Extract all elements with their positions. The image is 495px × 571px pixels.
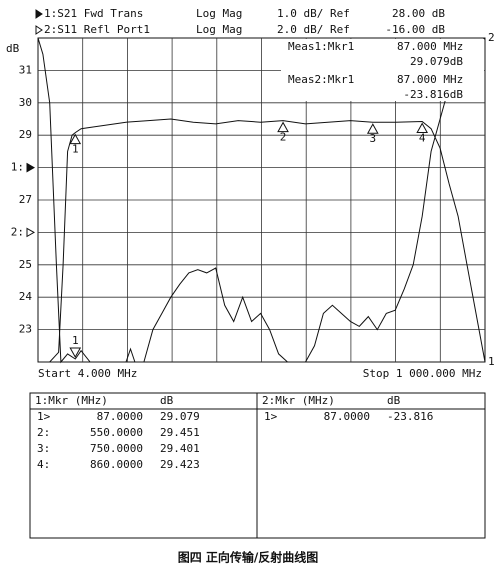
format: Log Mag (196, 7, 242, 20)
trace-name: 2:S11 Refl Port1 (44, 23, 150, 36)
marker (366, 123, 379, 134)
y-tick-label: 1: (11, 161, 24, 174)
row-value: 29.401 (160, 442, 200, 455)
readout-name: Meas1:Mkr1 (288, 40, 354, 53)
table-header: dB (160, 394, 174, 407)
table-header: dB (387, 394, 401, 407)
readout-box (281, 39, 484, 101)
y-tick-label: 27 (19, 193, 32, 206)
scale: 2.0 dB/ Ref (277, 23, 350, 36)
row-freq: 860.0000 (90, 458, 143, 471)
row-label: 2: (37, 426, 50, 439)
marker-label: 4 (419, 131, 426, 144)
row-freq: 750.0000 (90, 442, 143, 455)
row-freq: 87.0000 (97, 410, 143, 423)
row-freq: 87.0000 (324, 410, 370, 423)
y-tick-label: 24 (19, 290, 33, 303)
trace (38, 37, 486, 364)
readout-freq: 87.000 MHz (397, 73, 463, 86)
marker-label: 1 (72, 334, 79, 347)
trace (38, 118, 486, 363)
y-tick-label: 2: (11, 225, 24, 238)
caption: 图四 正向传输/反射曲线图 (178, 550, 319, 565)
row-label: 3: (37, 442, 50, 455)
readout-value: 29.079dB (410, 55, 463, 68)
readout-freq: 87.000 MHz (397, 40, 463, 53)
row-value: -23.816 (387, 410, 433, 423)
ref-value: 28.00 dB (392, 7, 445, 20)
ref-pointer (26, 162, 36, 173)
row-label: 1> (264, 410, 278, 423)
trace-name: 1:S21 Fwd Trans (44, 7, 143, 20)
y-tick-label: 31 (19, 63, 32, 76)
marker (69, 347, 82, 359)
row-label: 4: (37, 458, 50, 471)
y-tick-label: 25 (19, 258, 32, 271)
stop-label: Stop 1 000.000 MHz (363, 367, 482, 380)
start-label: Start 4.000 MHz (38, 367, 137, 380)
trace-end-label: 2 (488, 31, 495, 44)
y-tick-label: 23 (19, 323, 32, 336)
readout-value: -23.816dB (403, 88, 463, 101)
row-value: 29.079 (160, 410, 200, 423)
trace-symbol (35, 9, 43, 19)
ref-pointer (26, 227, 36, 238)
trace-symbol (35, 25, 43, 35)
scale: 1.0 dB/ Ref (277, 7, 350, 20)
readout-name: Meas2:Mkr1 (288, 73, 354, 86)
marker-label: 2 (280, 131, 287, 144)
y-tick-label: 30 (19, 96, 32, 109)
marker-label: 1 (72, 143, 79, 156)
row-value: 29.423 (160, 458, 200, 471)
trace-end-label: 1 (488, 355, 495, 368)
table-header: 1:Mkr (MHz) (35, 394, 108, 407)
format: Log Mag (196, 23, 242, 36)
table-header: 2:Mkr (MHz) (262, 394, 335, 407)
ref-value: -16.00 dB (385, 23, 445, 36)
y-tick-label: 29 (19, 128, 32, 141)
row-value: 29.451 (160, 426, 200, 439)
row-label: 1> (37, 410, 51, 423)
marker-label: 3 (369, 132, 376, 145)
marker (69, 133, 82, 145)
marker (277, 121, 289, 133)
y-unit: dB (6, 42, 20, 55)
row-freq: 550.0000 (90, 426, 143, 439)
marker (416, 122, 429, 133)
